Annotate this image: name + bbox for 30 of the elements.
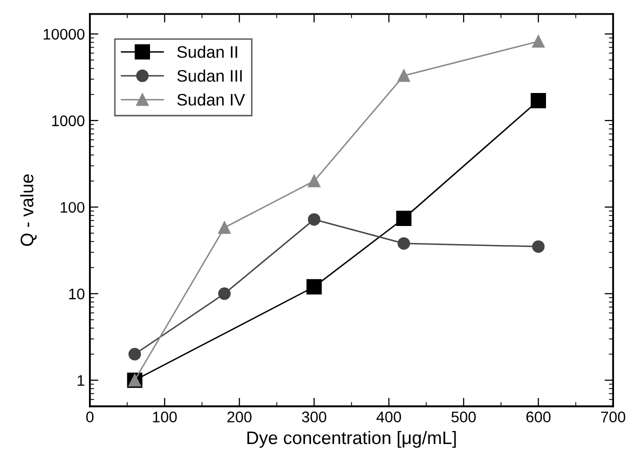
point — [532, 35, 545, 48]
legend-label: Sudan IV — [177, 93, 246, 106]
x-tick-label: 600 — [526, 412, 551, 422]
y-axis-title: Q - value — [20, 174, 37, 246]
legend-label: Sudan III — [177, 70, 242, 82]
y-tick-label: 10 — [69, 288, 84, 300]
point — [530, 92, 546, 108]
x-tick-label: 400 — [376, 412, 402, 422]
y-tick-label: 1 — [78, 375, 84, 386]
x-tick-label: 0 — [86, 412, 94, 422]
point — [398, 69, 410, 82]
x-axis-title: Dye concentration [μg/mL] — [247, 430, 456, 448]
y-tick-label: 100 — [60, 202, 84, 213]
point — [218, 287, 231, 300]
x-tick-label: 300 — [302, 412, 326, 422]
point — [398, 237, 410, 250]
point — [308, 213, 320, 226]
y-tick-label: 10000 — [44, 28, 84, 40]
point — [532, 240, 545, 253]
point — [308, 174, 320, 188]
y-tick-label: 1000 — [52, 115, 84, 126]
point — [218, 221, 231, 234]
point — [306, 279, 322, 294]
x-tick-label: 100 — [153, 412, 177, 422]
x-tick-label: 200 — [227, 412, 252, 422]
point — [396, 210, 412, 226]
legend-label: Sudan II — [177, 46, 238, 58]
x-tick-label: 700 — [601, 412, 626, 422]
point — [128, 348, 141, 360]
x-tick-label: 500 — [451, 412, 476, 422]
